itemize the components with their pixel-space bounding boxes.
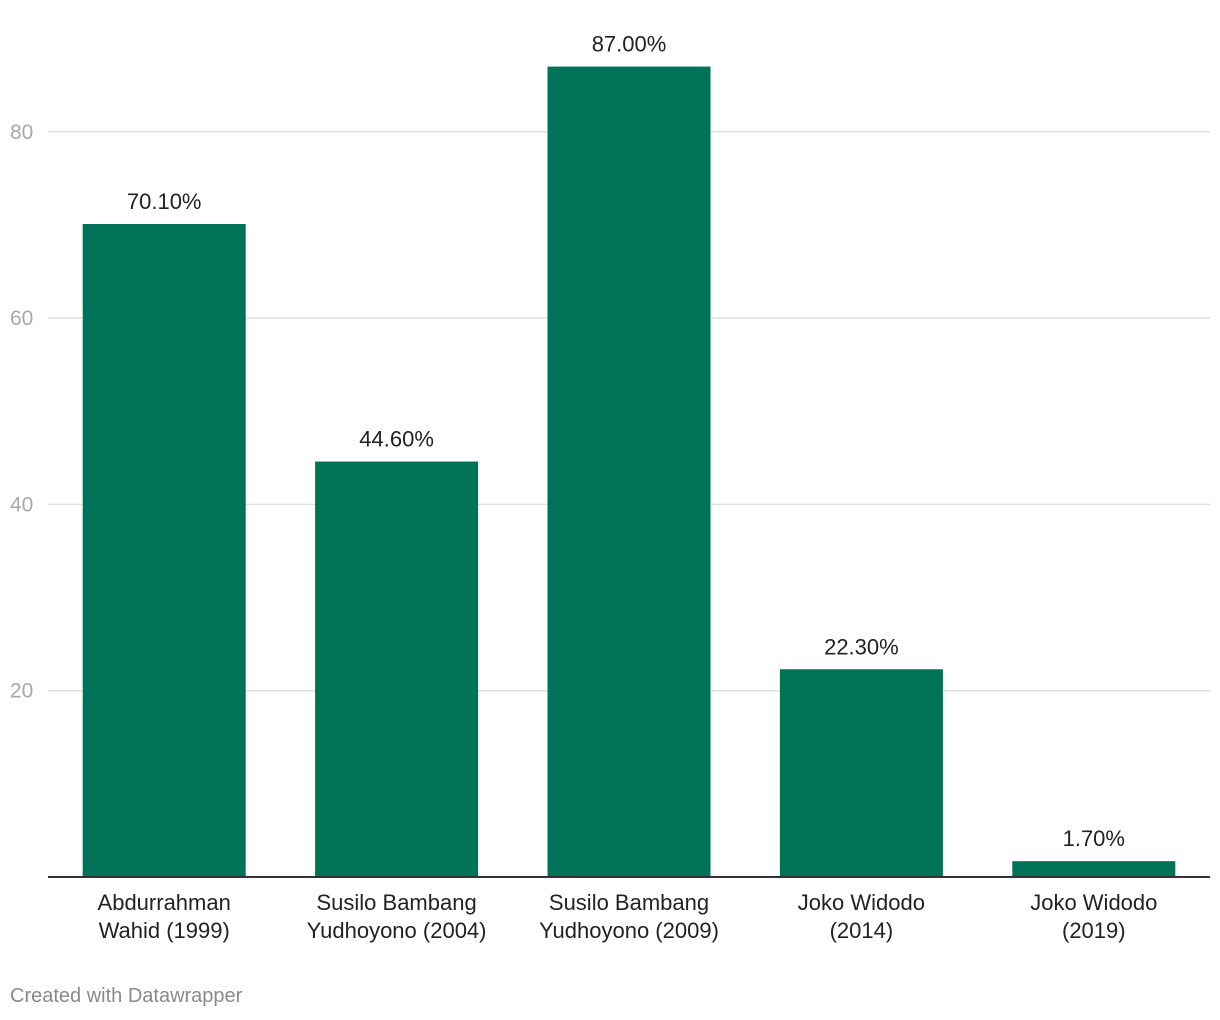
bar	[82, 224, 246, 877]
x-tick-label: Wahid (1999)	[99, 918, 230, 943]
bar	[779, 669, 943, 877]
x-tick-label: (2014)	[830, 918, 894, 943]
bar-chart: 20 40 60 80 70.10% Abdurrahman Wahid (1999) 44.…	[10, 32, 1210, 943]
x-tick-label: Susilo Bambang	[549, 890, 709, 915]
x-tick-label: Joko Widodo	[798, 890, 925, 915]
bar	[547, 66, 711, 877]
x-tick-label: Susilo Bambang	[316, 890, 476, 915]
y-tick-label: 20	[10, 680, 33, 703]
data-label: 1.70%	[1063, 826, 1125, 851]
data-label: 44.60%	[359, 427, 434, 452]
bar	[1012, 861, 1176, 877]
data-label: 22.30%	[824, 634, 899, 659]
x-tick-label: (2019)	[1062, 918, 1126, 943]
y-tick-label: 60	[10, 307, 33, 330]
credit-text: Created with Datawrapper	[10, 985, 243, 1007]
data-label: 87.00%	[592, 32, 667, 57]
bar	[315, 461, 479, 877]
y-tick-label: 40	[10, 493, 33, 516]
y-tick-label: 80	[10, 121, 33, 144]
x-tick-label: Yudhoyono (2004)	[307, 918, 487, 943]
x-tick-label: Joko Widodo	[1030, 890, 1157, 915]
x-tick-label: Yudhoyono (2009)	[539, 918, 719, 943]
x-tick-label: Abdurrahman	[98, 890, 231, 915]
data-label: 70.10%	[127, 189, 202, 214]
